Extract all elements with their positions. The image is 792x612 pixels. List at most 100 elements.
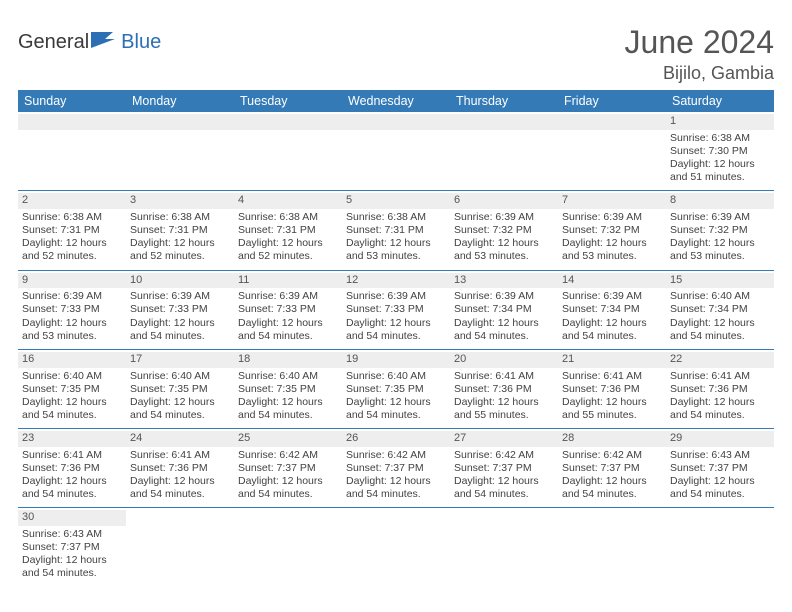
daylight-text: Daylight: 12 hours and 55 minutes. [562,396,662,422]
sunrise-text: Sunrise: 6:40 AM [130,370,230,383]
daylight-text: Daylight: 12 hours and 54 minutes. [238,317,338,343]
sunset-text: Sunset: 7:37 PM [562,462,662,475]
day-number: 7 [558,193,666,209]
sunrise-text: Sunrise: 6:42 AM [562,449,662,462]
daylight-text: Daylight: 12 hours and 54 minutes. [130,475,230,501]
daylight-text: Daylight: 12 hours and 54 minutes. [670,475,770,501]
sunrise-text: Sunrise: 6:41 AM [22,449,122,462]
daylight-text: Daylight: 12 hours and 54 minutes. [346,396,446,422]
calendar-cell: 6Sunrise: 6:39 AMSunset: 7:32 PMDaylight… [450,191,558,270]
daylight-text: Daylight: 12 hours and 54 minutes. [238,396,338,422]
sunset-text: Sunset: 7:37 PM [454,462,554,475]
day-number: 18 [234,352,342,368]
sunset-text: Sunset: 7:34 PM [562,303,662,316]
empty-band [126,114,234,130]
weekday-header: Thursday [450,90,558,112]
sunrise-text: Sunrise: 6:40 AM [22,370,122,383]
calendar-cell: 4 Sunrise: 6:38 AMSunset: 7:31 PMDaylight… [234,191,342,270]
day-number: 23 [18,431,126,447]
daylight-text: Daylight: 12 hours and 54 minutes. [562,475,662,501]
daylight-text: Daylight: 12 hours and 54 minutes. [130,396,230,422]
day-number: 5 [342,193,450,209]
calendar-cell: 17Sunrise: 6:40 AMSunset: 7:35 PMDayligh… [126,349,234,428]
calendar-week: 2Sunrise: 6:38 AMSunset: 7:31 PMDaylight… [18,191,774,270]
calendar-body: 1Sunrise: 6:38 AMSunset: 7:30 PMDaylight… [18,112,774,587]
daylight-text: Daylight: 12 hours and 55 minutes. [454,396,554,422]
sunrise-text: Sunrise: 6:38 AM [238,211,338,224]
calendar-cell: 21Sunrise: 6:41 AMSunset: 7:36 PMDayligh… [558,349,666,428]
sunset-text: Sunset: 7:36 PM [670,383,770,396]
calendar-cell [558,112,666,191]
calendar-week: 1Sunrise: 6:38 AMSunset: 7:30 PMDaylight… [18,112,774,191]
calendar-cell [558,508,666,587]
sunrise-text: Sunrise: 6:40 AM [238,370,338,383]
day-number: 8 [666,193,774,209]
daylight-text: Daylight: 12 hours and 54 minutes. [130,317,230,343]
calendar-cell: 26Sunrise: 6:42 AMSunset: 7:37 PMDayligh… [342,429,450,508]
daylight-text: Daylight: 12 hours and 53 minutes. [346,237,446,263]
sunrise-text: Sunrise: 6:42 AM [238,449,338,462]
calendar-cell [450,112,558,191]
calendar-cell: 28Sunrise: 6:42 AMSunset: 7:37 PMDayligh… [558,429,666,508]
sunset-text: Sunset: 7:34 PM [454,303,554,316]
daylight-text: Daylight: 12 hours and 54 minutes. [22,475,122,501]
sunset-text: Sunset: 7:33 PM [346,303,446,316]
daylight-text: Daylight: 12 hours and 52 minutes. [130,237,230,263]
calendar-cell: 11Sunrise: 6:39 AMSunset: 7:33 PMDayligh… [234,270,342,349]
sunset-text: Sunset: 7:31 PM [238,224,338,237]
calendar-cell: 15Sunrise: 6:40 AMSunset: 7:34 PMDayligh… [666,270,774,349]
day-number: 11 [234,273,342,289]
calendar-cell: 25Sunrise: 6:42 AMSunset: 7:37 PMDayligh… [234,429,342,508]
day-number: 16 [18,352,126,368]
daylight-text: Daylight: 12 hours and 53 minutes. [22,317,122,343]
day-number: 22 [666,352,774,368]
day-number: 9 [18,273,126,289]
sunrise-text: Sunrise: 6:41 AM [670,370,770,383]
sunset-text: Sunset: 7:34 PM [670,303,770,316]
calendar-cell: 20Sunrise: 6:41 AMSunset: 7:36 PMDayligh… [450,349,558,428]
calendar-cell: 13Sunrise: 6:39 AMSunset: 7:34 PMDayligh… [450,270,558,349]
daylight-text: Daylight: 12 hours and 54 minutes. [22,396,122,422]
calendar-cell: 27Sunrise: 6:42 AMSunset: 7:37 PMDayligh… [450,429,558,508]
day-number: 6 [450,193,558,209]
day-number: 4 [234,193,342,209]
calendar-week: 23Sunrise: 6:41 AMSunset: 7:36 PMDayligh… [18,429,774,508]
sunrise-text: Sunrise: 6:42 AM [454,449,554,462]
day-number: 27 [450,431,558,447]
sunrise-text: Sunrise: 6:42 AM [346,449,446,462]
daylight-text: Daylight: 12 hours and 54 minutes. [670,396,770,422]
sunrise-text: Sunrise: 6:38 AM [346,211,446,224]
empty-band [18,114,126,130]
daylight-text: Daylight: 12 hours and 53 minutes. [670,237,770,263]
calendar-cell: 23Sunrise: 6:41 AMSunset: 7:36 PMDayligh… [18,429,126,508]
sunrise-text: Sunrise: 6:39 AM [562,211,662,224]
sunrise-text: Sunrise: 6:40 AM [670,290,770,303]
day-number: 26 [342,431,450,447]
brand-part2: Blue [121,31,161,54]
calendar-cell [450,508,558,587]
sunrise-text: Sunrise: 6:40 AM [346,370,446,383]
sunset-text: Sunset: 7:35 PM [130,383,230,396]
sunrise-text: Sunrise: 6:38 AM [22,211,122,224]
calendar-cell: 12Sunrise: 6:39 AMSunset: 7:33 PMDayligh… [342,270,450,349]
calendar-week: 30Sunrise: 6:43 AMSunset: 7:37 PMDayligh… [18,508,774,587]
day-number: 13 [450,273,558,289]
sunrise-text: Sunrise: 6:38 AM [130,211,230,224]
sunset-text: Sunset: 7:33 PM [238,303,338,316]
daylight-text: Daylight: 12 hours and 52 minutes. [238,237,338,263]
sunrise-text: Sunrise: 6:39 AM [454,290,554,303]
sunrise-text: Sunrise: 6:39 AM [562,290,662,303]
sunrise-text: Sunrise: 6:43 AM [22,528,122,541]
sunrise-text: Sunrise: 6:39 AM [454,211,554,224]
calendar-cell [18,112,126,191]
sunset-text: Sunset: 7:36 PM [454,383,554,396]
calendar-week: 9Sunrise: 6:39 AMSunset: 7:33 PMDaylight… [18,270,774,349]
calendar-head: SundayMondayTuesdayWednesdayThursdayFrid… [18,90,774,112]
sunset-text: Sunset: 7:31 PM [346,224,446,237]
day-number: 21 [558,352,666,368]
empty-band [558,114,666,130]
daylight-text: Daylight: 12 hours and 53 minutes. [562,237,662,263]
sunset-text: Sunset: 7:37 PM [346,462,446,475]
sunrise-text: Sunrise: 6:41 AM [562,370,662,383]
flag-icon [91,30,119,55]
